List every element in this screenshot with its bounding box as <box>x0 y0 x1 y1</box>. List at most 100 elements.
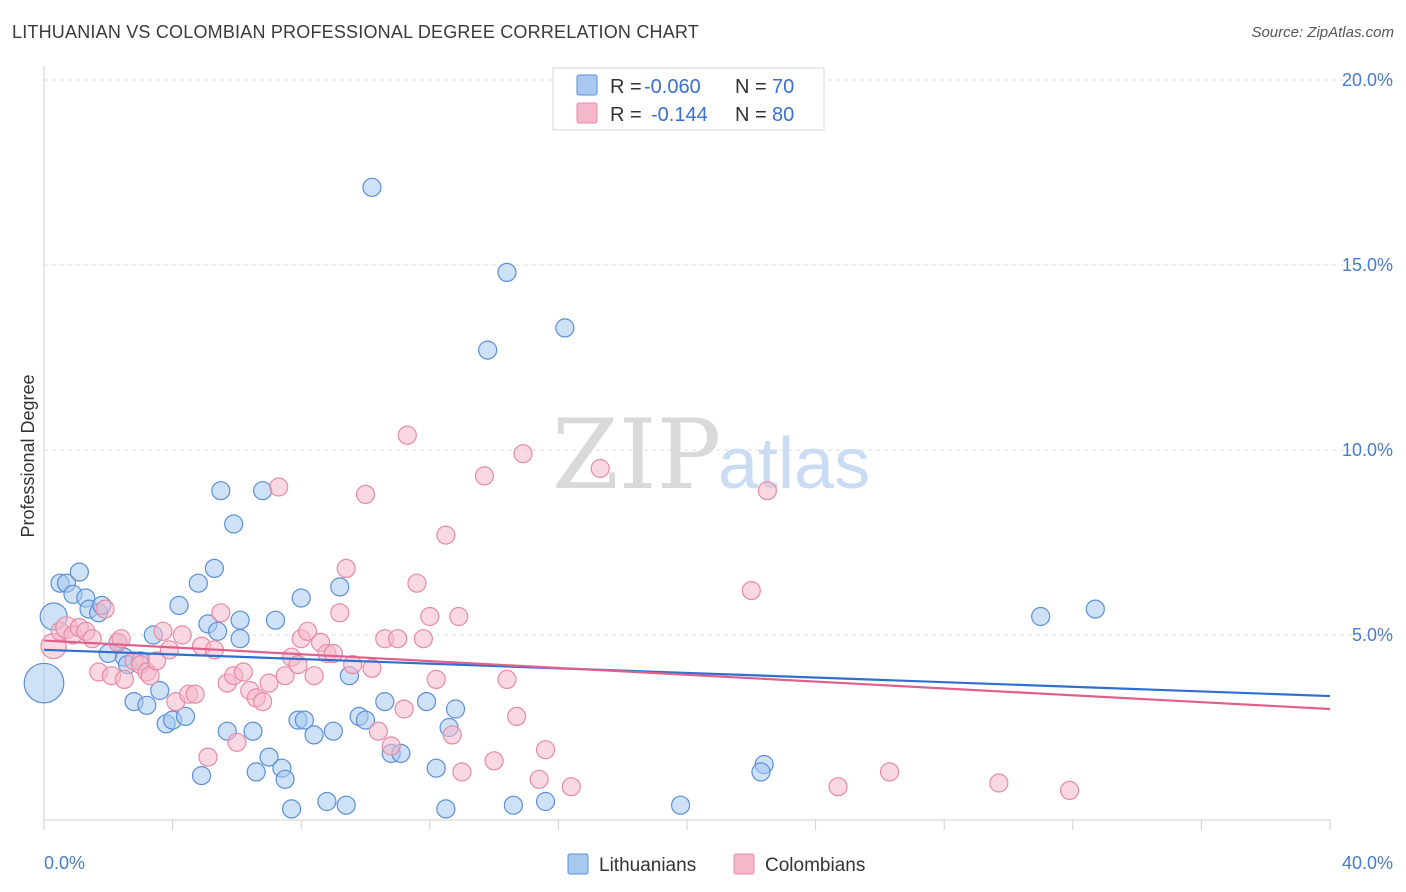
lithuanian-point <box>355 710 376 730</box>
colombian-point <box>449 606 469 627</box>
y-tick-layer: 5.0% 10.0% 15.0% 20.0% <box>1342 70 1393 645</box>
colombian-point <box>529 769 549 789</box>
y-tick-label: 5.0% <box>1352 625 1393 645</box>
lithuanian-point <box>69 562 89 582</box>
colombian-point <box>879 762 900 782</box>
colombian-point <box>82 629 102 649</box>
colombian-point <box>452 762 472 782</box>
colombian-point <box>741 580 761 601</box>
lithuanian-point <box>670 795 691 815</box>
colombian-point <box>507 706 527 727</box>
colombian-point <box>153 621 173 641</box>
colombian-point <box>394 699 414 719</box>
series-legend-swatch-colombians <box>733 853 755 875</box>
y-axis-title: Professional Degree <box>18 374 38 537</box>
lithuanian-point <box>294 710 315 730</box>
lithuanian-point <box>188 573 208 593</box>
colombian-point <box>211 603 231 623</box>
lithuanian-point <box>1085 599 1105 619</box>
legend-box <box>552 67 825 131</box>
lithuanian-point <box>23 662 65 704</box>
lithuanian-point <box>246 762 266 782</box>
legend-n-value: 70 <box>772 76 794 98</box>
legend-r-value: -0.060 <box>644 76 701 98</box>
colombian-point <box>159 640 179 660</box>
colombian-point <box>95 599 115 619</box>
colombian-point <box>323 643 343 664</box>
colombian-point <box>397 425 417 445</box>
colombian-point <box>535 740 556 760</box>
y-tick-label: 15.0% <box>1342 255 1393 275</box>
lithuanian-point <box>175 706 196 727</box>
lithuanian-point <box>1031 606 1051 627</box>
colombian-point <box>298 621 318 641</box>
lithuanian-point <box>259 747 279 767</box>
colombian-point <box>436 525 456 545</box>
lithuanian-point <box>751 762 771 782</box>
colombian-point <box>198 747 218 767</box>
legend-r-label: R = <box>610 104 642 126</box>
lithuanian-point <box>336 795 356 815</box>
colombian-point <box>233 662 253 682</box>
watermark-zip: ZIP <box>552 399 721 511</box>
colombian-point <box>146 651 167 671</box>
colombian-point <box>413 629 433 649</box>
colombian-point <box>513 444 533 464</box>
y-tick-label: 10.0% <box>1342 440 1393 460</box>
colombian-point <box>111 629 131 649</box>
colombian-point <box>355 484 376 504</box>
lithuanian-trend-line <box>43 648 1331 698</box>
colombian-point <box>1059 780 1080 801</box>
colombian-point <box>368 721 388 741</box>
legend-n-label: N = <box>735 76 767 98</box>
lithuanian-point <box>265 610 286 630</box>
lithuanian-point <box>416 691 437 712</box>
lithuanian-point <box>230 610 250 630</box>
lithuanian-point <box>211 481 231 501</box>
lithuanian-point <box>224 514 244 534</box>
lithuanian-point <box>191 765 212 786</box>
colombian-point <box>474 466 495 486</box>
colombian-point <box>426 669 446 690</box>
colombian-point <box>757 481 777 501</box>
colombian-point <box>420 606 440 627</box>
lithuanian-point <box>208 621 228 641</box>
lithuanian-point <box>169 595 189 616</box>
lithuanian-point <box>291 588 311 608</box>
points-layer <box>23 177 1105 819</box>
lithuanian-point <box>330 577 350 597</box>
chart-title: LITHUANIAN VS COLOMBIAN PROFESSIONAL DEG… <box>12 22 699 42</box>
series-legend-swatch-lithuanians <box>567 853 589 875</box>
colombian-point <box>304 666 324 686</box>
lithuanian-point <box>204 558 224 579</box>
legend-r-value: -0.144 <box>651 104 708 126</box>
legend-r-label: R = <box>610 76 642 98</box>
legend-n-label: N = <box>735 104 767 126</box>
lithuanian-point <box>497 262 517 282</box>
colombian-point <box>259 673 279 693</box>
lithuanian-point <box>281 799 302 819</box>
colombian-point <box>330 603 350 623</box>
colombian-point <box>362 658 382 678</box>
legend-swatch-lithuanians <box>576 74 598 96</box>
lithuanian-point <box>323 721 343 741</box>
lithuanian-point <box>275 769 295 789</box>
series-legend-label-lithuanians: Lithuanians <box>599 855 696 876</box>
colombian-point <box>442 725 462 745</box>
series-legend: Lithuanians Colombians <box>567 853 865 876</box>
colombian-point <box>407 573 427 593</box>
lithuanian-point <box>436 799 456 819</box>
lithuanian-point <box>426 758 446 778</box>
lithuanian-point <box>503 795 523 815</box>
colombian-point <box>484 751 504 771</box>
lithuanian-point <box>304 725 324 745</box>
lithuanian-point <box>243 721 263 741</box>
lithuanian-point <box>375 691 395 712</box>
y-tick-label: 20.0% <box>1342 70 1393 90</box>
colombian-point <box>497 669 517 690</box>
colombian-point <box>989 773 1009 793</box>
colombian-point <box>114 669 134 690</box>
lithuanian-point <box>478 340 498 360</box>
source-label: Source: ZipAtlas.com <box>1251 24 1394 41</box>
